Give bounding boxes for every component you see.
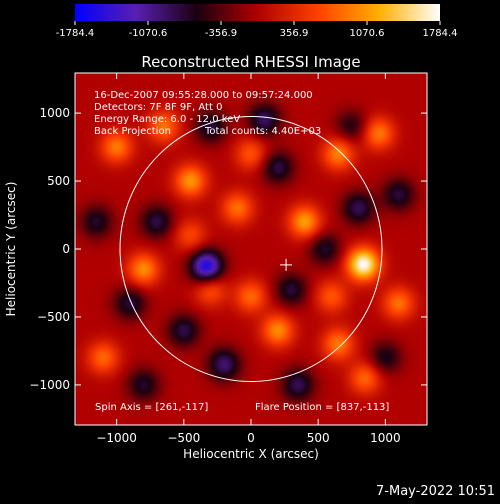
- info-line-counts: Total counts: 4.40E+03: [204, 126, 321, 137]
- y-axis-label: Heliocentric Y (arcsec): [4, 182, 18, 317]
- info-line-detectors: Detectors: 7F 8F 9F, Att 0: [94, 102, 222, 113]
- colorbar-tick-label: 1070.6: [349, 28, 384, 39]
- info-line-energy: Energy Range: 6.0 - 12.0 keV: [94, 114, 240, 125]
- x-axis: −1000 −500 0 500 1000: [96, 73, 401, 445]
- heatmap-image: [75, 73, 427, 425]
- colorbar-tick-label: -356.9: [205, 28, 237, 39]
- x-tick-label: 0: [247, 431, 255, 445]
- colorbar-tick-label: -1070.6: [129, 28, 168, 39]
- solar-limb-circle: [119, 115, 383, 383]
- y-tick-label: −500: [37, 310, 70, 324]
- x-tick-label: 1000: [370, 431, 401, 445]
- x-tick-label: −1000: [96, 431, 137, 445]
- info-line-method: Back Projection: [94, 126, 171, 137]
- x-tick-label: −500: [167, 431, 200, 445]
- x-axis-label: Heliocentric X (arcsec): [183, 447, 319, 461]
- plot-area: [74, 72, 428, 426]
- footer-date: 7-May-2022 10:51: [376, 484, 495, 499]
- colorbar-tick-label: -1784.4: [56, 28, 95, 39]
- colorbar-ticks: -1784.4 -1070.6 -356.9 356.9 1070.6 1784.4: [56, 21, 458, 39]
- colorbar-tick-label: 1784.4: [423, 28, 458, 39]
- y-axis: −1000 −500 0 500 1000: [29, 106, 427, 392]
- y-tick-label: 0: [62, 242, 70, 256]
- y-tick-label: −1000: [29, 378, 70, 392]
- observation-info: 16-Dec-2007 09:55:28.000 to 09:57:24.000…: [94, 90, 321, 137]
- colorbar: [75, 4, 440, 21]
- x-tick-label: 500: [307, 431, 330, 445]
- flare-position-label: Flare Position = [837,-113]: [255, 402, 389, 413]
- colorbar-tick-label: 356.9: [280, 28, 309, 39]
- spin-axis-label: Spin Axis = [261,-117]: [95, 402, 208, 413]
- y-tick-label: 1000: [39, 106, 70, 120]
- spin-axis-marker: [280, 258, 293, 271]
- info-line-time: 16-Dec-2007 09:55:28.000 to 09:57:24.000: [94, 90, 313, 101]
- y-tick-label: 500: [47, 174, 70, 188]
- chart-title: Reconstructed RHESSI Image: [141, 53, 360, 71]
